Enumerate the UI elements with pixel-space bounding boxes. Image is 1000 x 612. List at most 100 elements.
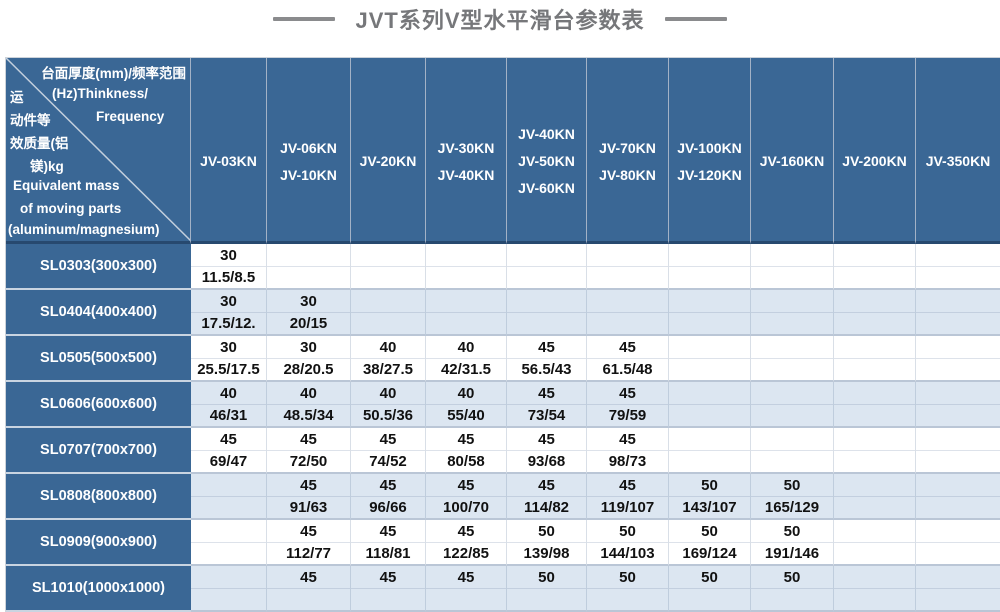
thickness-value: 45 [351,566,425,589]
parameter-table: 台面厚度(mm)/频率范围 运 (Hz)Thinkness/ 动件等 Frequ… [5,57,1000,612]
column-header-0: JV-03KN [191,58,267,244]
data-cell: 40 42/31.5 [426,336,507,382]
row-label: SL0303(300x300) [6,244,191,290]
data-cell: 50 169/124 [669,520,751,566]
data-cell: 50 143/107 [669,474,751,520]
thickness-value [191,520,266,543]
mass-value: 112/77 [285,545,332,562]
thickness-value [834,244,915,267]
column-header-label: JV-03KN [200,153,257,169]
mass-value: 165/129 [764,499,820,516]
data-cell: 40 38/27.5 [351,336,426,382]
data-cell: 50 144/103 [587,520,669,566]
data-cell: 45 112/77 [267,520,351,566]
data-cell: 50 139/98 [507,520,587,566]
mass-value [834,405,915,426]
data-cell [834,566,916,612]
data-cell [267,244,351,290]
data-cell [751,336,834,382]
row-label: SL0909(900x900) [6,520,191,566]
row-label: SL0606(600x600) [6,382,191,428]
mass-value [751,405,833,426]
column-header-label: JV-20KN [359,153,417,169]
column-header-label: JV-40KN [437,166,495,183]
column-header-label: JV-40KN [518,126,575,142]
data-cell: 45 [351,566,426,612]
thickness-value: 45 [587,474,668,497]
mass-value: 144/103 [600,545,655,562]
data-cell [834,474,916,520]
data-cell: 40 48.5/34 [267,382,351,428]
thickness-value: 45 [351,474,425,497]
thickness-value [751,428,833,451]
column-header-6: JV-100KN JV-120KN [669,58,751,244]
mass-value [916,589,1000,610]
data-cell [916,244,1000,290]
mass-value [587,267,668,288]
data-cell: 45 91/63 [267,474,351,520]
data-cell: 45 118/81 [351,520,426,566]
column-header-label: JV-350KN [925,153,991,169]
mass-value [669,313,750,334]
mass-value [507,313,586,334]
thickness-value: 45 [426,428,506,451]
data-cell [426,290,507,336]
mass-value [916,313,1000,334]
thickness-value [669,382,750,405]
data-cell [916,290,1000,336]
mass-value [267,589,350,610]
mass-value: 69/47 [209,453,248,470]
corner-label-line: 镁)kg [30,159,64,174]
thickness-value [751,382,833,405]
mass-value: 169/124 [682,545,737,562]
data-cell: 45 119/107 [587,474,669,520]
row-label: SL0505(500x500) [6,336,191,382]
mass-value [669,359,750,380]
mass-value [916,405,1000,426]
data-cell [669,290,751,336]
mass-value [834,497,915,518]
mass-value: 79/59 [608,407,647,424]
data-cell [507,290,587,336]
thickness-value: 40 [351,336,425,359]
title-dash-left [273,17,336,21]
thickness-value: 30 [191,336,266,359]
mass-value [834,267,915,288]
mass-value [426,313,506,334]
mass-value: 118/81 [365,545,411,562]
thickness-value [916,520,1000,543]
mass-value: 28/20.5 [283,361,334,378]
data-cell [669,428,751,474]
mass-value [426,589,506,610]
thickness-value [751,290,833,313]
column-header-label: JV-100KN [677,139,742,156]
data-cell: 45 74/52 [351,428,426,474]
mass-value: 56.5/43 [521,361,572,378]
data-cell: 30 25.5/17.5 [191,336,267,382]
column-header-label: JV-06KN [280,139,337,156]
thickness-value [834,474,915,497]
mass-value [669,589,750,610]
data-cell [916,520,1000,566]
thickness-value: 45 [267,520,350,543]
mass-value: 48.5/34 [283,407,334,424]
mass-value [267,267,350,288]
mass-value: 61.5/48 [602,361,653,378]
column-header-label: JV-30KN [437,139,495,156]
thickness-value [507,290,586,313]
column-header-7: JV-160KN [751,58,834,244]
thickness-value [916,244,1000,267]
mass-value [426,267,506,288]
thickness-value [267,244,350,267]
data-cell [426,244,507,290]
corner-label-line: (Hz)Thinkness/ [52,86,149,101]
mass-value: 25.5/17.5 [197,361,260,378]
thickness-value: 45 [587,382,668,405]
mass-value [834,359,915,380]
thickness-value: 50 [587,520,668,543]
data-cell [751,428,834,474]
data-cell [916,566,1000,612]
thickness-value [191,566,266,589]
column-header-label: JV-160KN [759,153,825,169]
mass-value [669,405,750,426]
